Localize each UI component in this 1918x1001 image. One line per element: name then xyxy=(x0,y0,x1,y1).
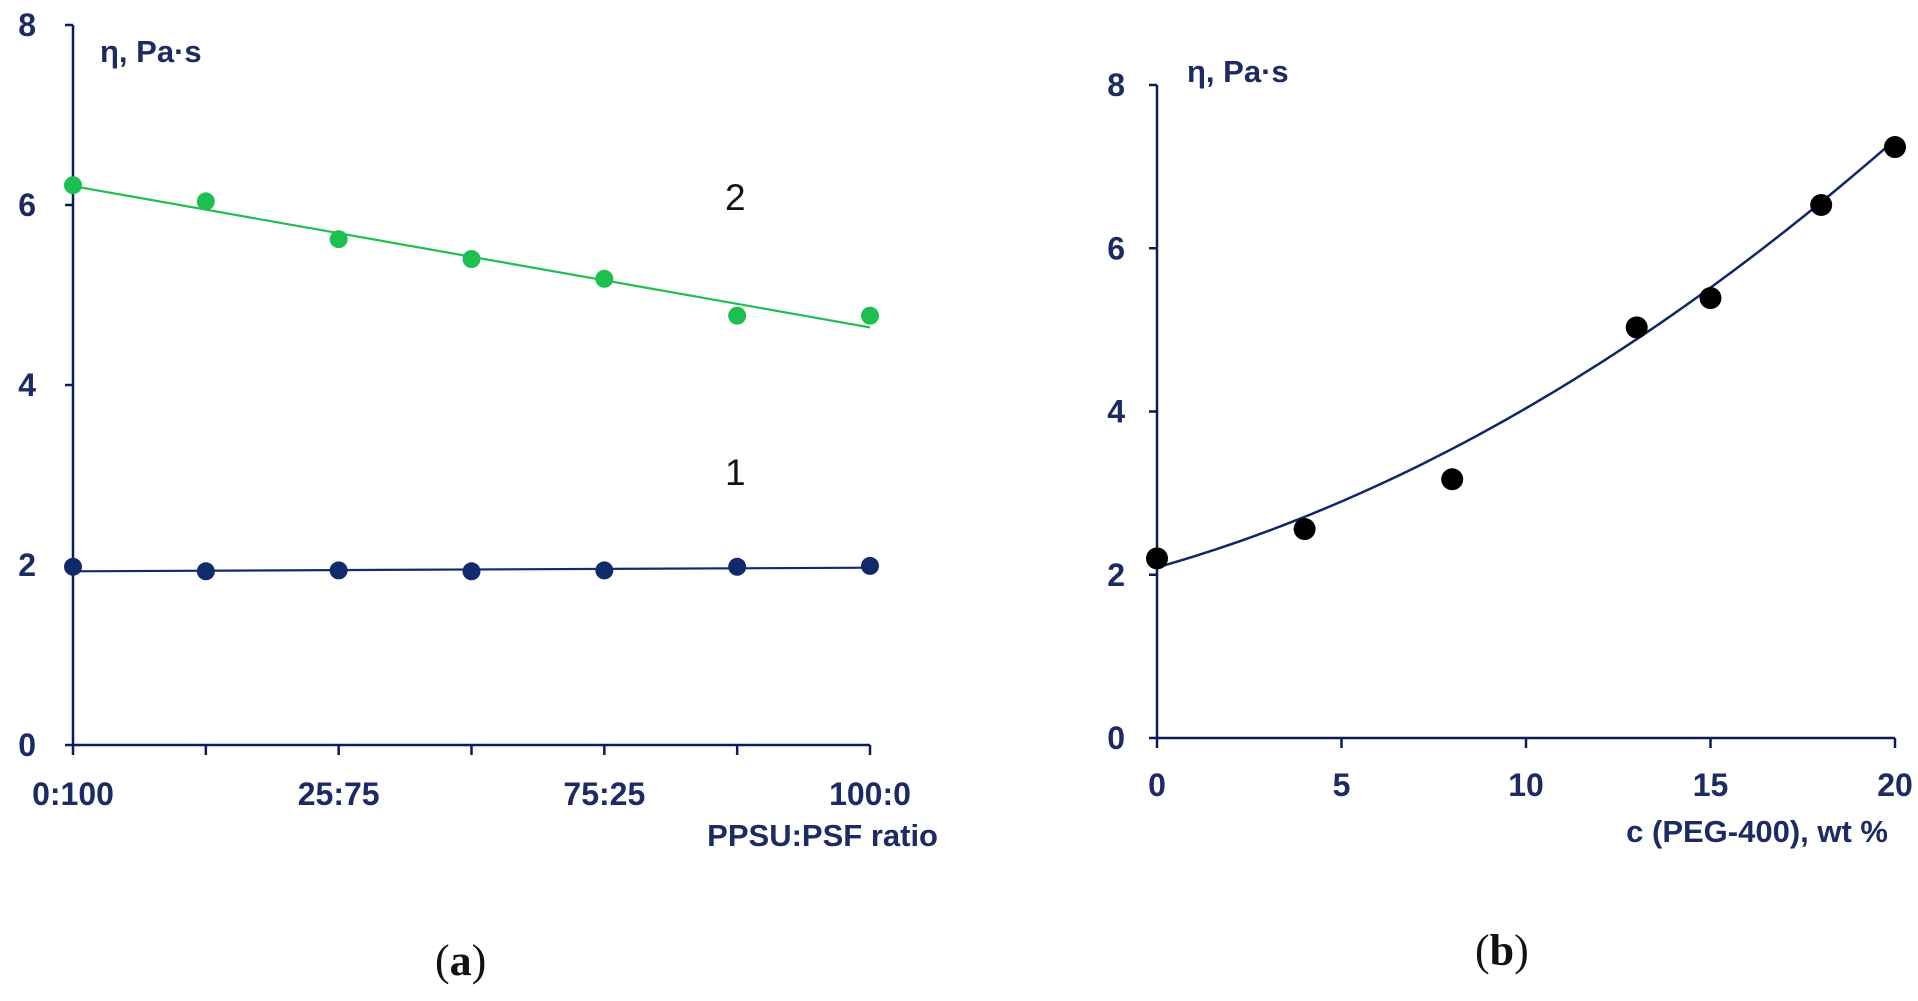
panel-b-y-tick-labels: 0 2 4 6 8 xyxy=(1107,67,1125,756)
panel-b-y-tick-label-4: 8 xyxy=(1107,67,1125,103)
panel-a-x-tick-label-2: 25:75 xyxy=(298,776,380,812)
panel-b-x-axis-title: c (PEG-400), wt % xyxy=(1626,814,1888,849)
panel-b-fit-curve xyxy=(1156,138,1896,569)
panel-b-x-tick-marks xyxy=(1155,738,1897,748)
panel-b-point-2 xyxy=(1441,468,1464,491)
panel-a-y-tick-label-3: 6 xyxy=(18,187,36,223)
panel-b-y-tick-label-3: 6 xyxy=(1107,230,1125,266)
panel-b-point-1 xyxy=(1293,518,1316,541)
panel-a-caption-letter: a xyxy=(450,936,472,985)
panel-a-series-2-point-4 xyxy=(595,269,614,288)
panel-b-x-tick-label-4: 20 xyxy=(1877,767,1913,803)
panel-a-series-1-point-4 xyxy=(595,561,614,580)
panel-a-chart: 0 2 4 6 8 0:100 25:75 75:25 100:0 η, Pa·s PPSU:… xyxy=(18,7,938,985)
panel-b-point-6 xyxy=(1884,136,1906,159)
panel-a-y-tick-labels: 0 2 4 6 8 xyxy=(18,7,36,763)
panel-b-x-tick-label-0: 0 xyxy=(1148,767,1166,803)
panel-b-point-4 xyxy=(1699,287,1722,310)
panel-b-y-tick-label-1: 2 xyxy=(1107,557,1125,593)
panel-b-x-tick-label-3: 15 xyxy=(1693,767,1729,803)
panel-a-y-tick-label-0: 0 xyxy=(18,727,36,763)
panel-b-point-3 xyxy=(1625,316,1648,339)
panel-b-y-axis-title: η, Pa·s xyxy=(1187,54,1289,89)
panel-a-x-tick-label-0: 0:100 xyxy=(32,776,114,812)
panel-b-x-tick-labels: 0 5 10 15 20 xyxy=(1148,767,1913,803)
panel-b-point-0 xyxy=(1146,547,1168,570)
panel-a-series-1-point-6 xyxy=(861,556,879,575)
panel-b-y-tick-label-0: 0 xyxy=(1107,720,1125,756)
panel-a-series-2-point-1 xyxy=(196,192,215,211)
panel-a-caption: (a) xyxy=(435,936,486,985)
panel-a-x-axis-title: PPSU:PSF ratio xyxy=(707,818,938,853)
panel-a-y-tick-label-4: 8 xyxy=(18,7,36,43)
panel-a-series-2-point-0 xyxy=(64,176,82,195)
panel-a-series-1-point-1 xyxy=(196,562,215,581)
panel-a-series-1-point-5 xyxy=(728,557,747,576)
panel-a-fit-lines xyxy=(72,185,871,573)
panel-a-series-2-point-3 xyxy=(462,250,481,268)
panel-a-x-tick-labels: 0:100 25:75 75:25 100:0 xyxy=(32,776,911,812)
panel-b-y-tick-label-2: 4 xyxy=(1107,394,1125,430)
panel-a-x-tick-label-6: 100:0 xyxy=(829,776,911,812)
panel-b-fit-line xyxy=(1156,138,1896,569)
panel-b-x-tick-label-1: 5 xyxy=(1333,767,1351,803)
panel-a-x-tick-marks xyxy=(71,745,872,755)
panel-b-y-tick-marks xyxy=(1149,83,1157,740)
panel-a-y-axis-title: η, Pa·s xyxy=(100,34,202,69)
panel-b-point-5 xyxy=(1810,193,1833,216)
panel-b-data-points xyxy=(1146,136,1906,570)
panel-a-series-2-label: 2 xyxy=(725,177,746,218)
panel-a-data-points xyxy=(64,176,879,581)
panel-a-series-2-point-6 xyxy=(861,306,879,325)
panel-a-x-tick-label-4: 75:25 xyxy=(563,776,645,812)
panel-a-series-1-point-0 xyxy=(64,557,82,576)
panel-a-series-2-point-5 xyxy=(728,306,747,325)
panel-b-chart: 0 2 4 6 8 0 5 10 15 20 η, Pa·s c (PEG-400), wt %… xyxy=(1107,54,1913,975)
panel-b-caption-letter: b xyxy=(1490,926,1514,975)
panel-a-y-tick-label-1: 2 xyxy=(18,547,36,583)
panel-a-series-2-point-2 xyxy=(329,230,348,249)
panel-a-series-1-label: 1 xyxy=(725,452,746,493)
panel-a-y-tick-label-2: 4 xyxy=(18,367,36,403)
panel-b-x-tick-label-2: 10 xyxy=(1508,767,1544,803)
panel-a-series-1-point-3 xyxy=(462,562,481,581)
panel-b-caption: (b) xyxy=(1475,926,1529,975)
panel-a-series-1-point-2 xyxy=(329,561,348,580)
